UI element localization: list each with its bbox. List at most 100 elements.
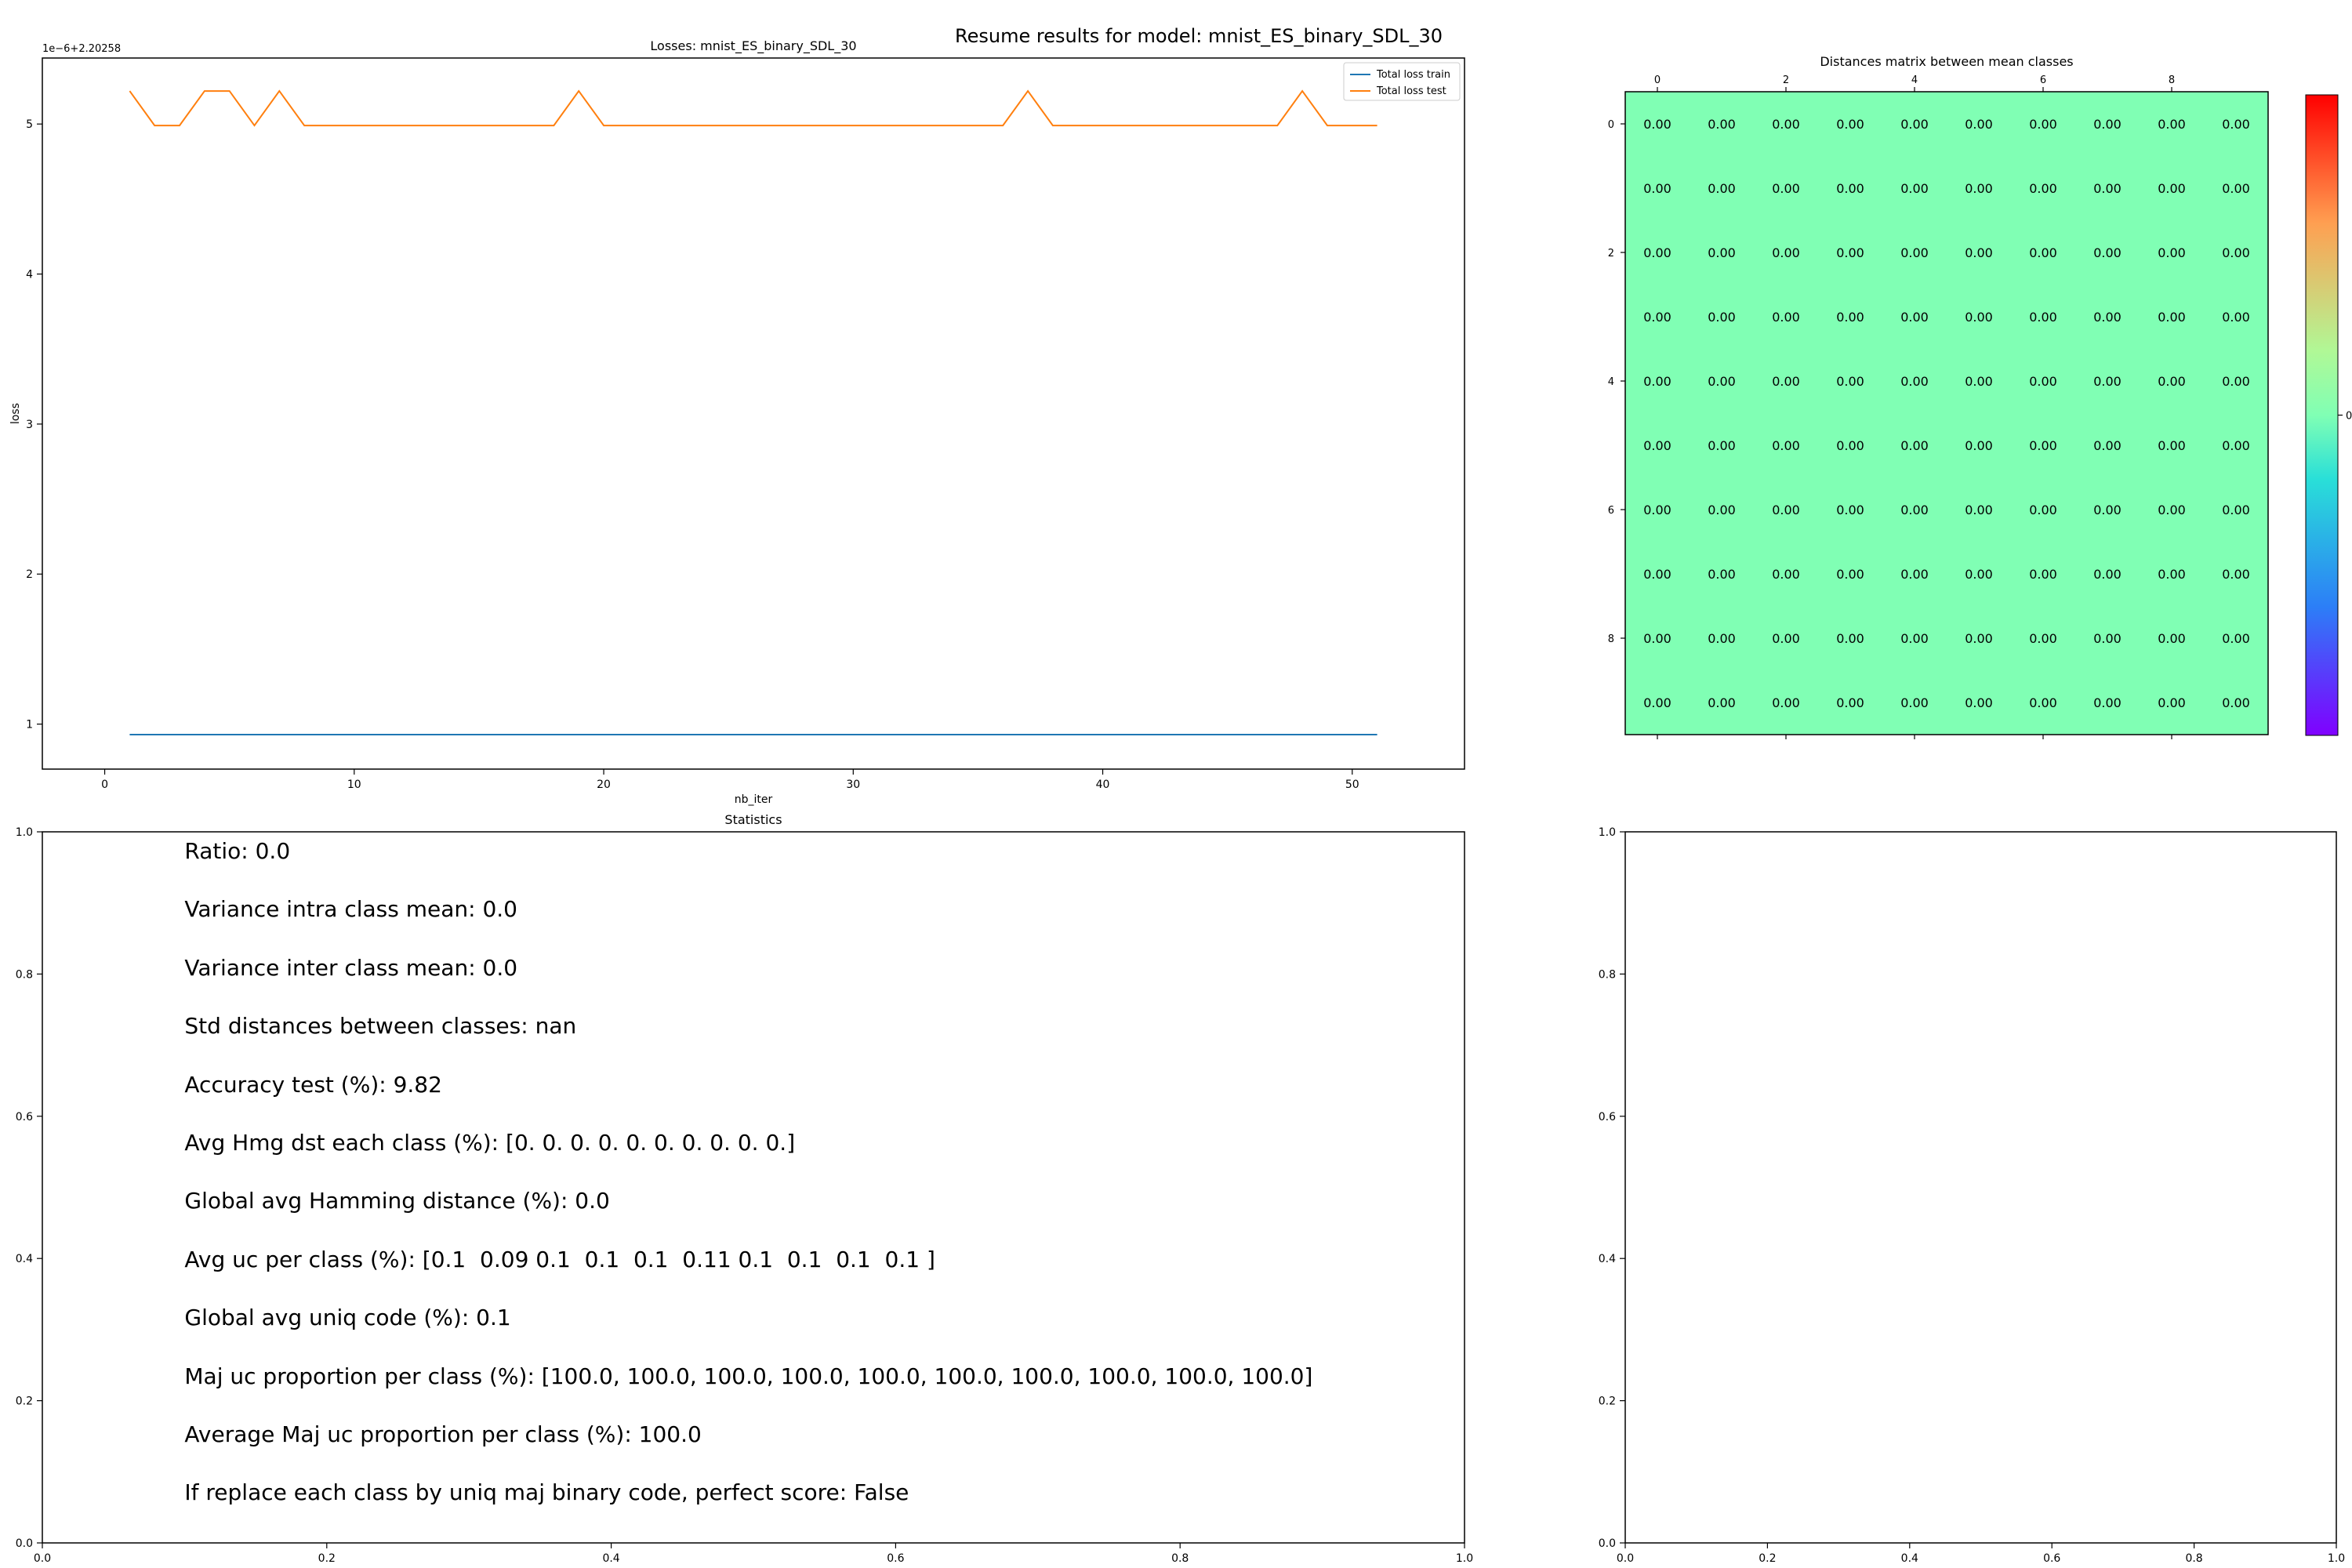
heatmap-cell-label: 0.00: [1836, 245, 1864, 260]
heatmap-cell-label: 0.00: [1708, 567, 1736, 582]
empty-x-tick-label: 0.0: [1617, 1552, 1634, 1565]
heatmap-cell: [2204, 606, 2268, 670]
heatmap-cell: [1754, 670, 1818, 735]
heatmap-cell-label: 0.00: [2093, 503, 2122, 517]
heatmap-cell: [1754, 413, 1818, 477]
heatmap-cell: [2011, 220, 2075, 285]
heatmap-cell: [1947, 220, 2011, 285]
loss-x-tick-label: 30: [846, 779, 860, 791]
stats-title: Statistics: [724, 812, 782, 827]
heatmap-cell-label: 0.00: [1643, 631, 1671, 646]
heatmap-cell-label: 0.00: [1643, 695, 1671, 710]
loss-y-tick-label: 2: [26, 568, 33, 581]
stats-y-tick-label: 1.0: [16, 826, 33, 839]
loss-y-tick-label: 3: [26, 419, 33, 431]
heatmap-cell: [2140, 413, 2204, 477]
heatmap-cell: [2204, 670, 2268, 735]
heatmap-cell: [2204, 285, 2268, 349]
heatmap-cell: [1882, 670, 1947, 735]
heatmap-cell: [2075, 220, 2140, 285]
heatmap-x-tick-label: 2: [1783, 74, 1789, 86]
heatmap-cell-label: 0.00: [2158, 631, 2186, 646]
heatmap-cell-label: 0.00: [2158, 567, 2186, 582]
heatmap-cell: [1690, 413, 1754, 477]
heatmap-cell-label: 0.00: [1643, 438, 1671, 453]
heatmap-cell-label: 0.00: [2029, 503, 2057, 517]
heatmap-cell-label: 0.00: [2029, 181, 2057, 196]
heatmap-cell-label: 0.00: [2158, 503, 2186, 517]
colorbar: [2305, 94, 2339, 736]
heatmap-cell-label: 0.00: [1900, 374, 1929, 389]
empty-y-tick-label: 0.6: [1599, 1111, 1616, 1123]
heatmap-cell-label: 0.00: [1900, 438, 1929, 453]
stats-y-tick-label: 0.4: [16, 1253, 33, 1265]
empty-x-tick-label: 0.6: [2043, 1552, 2060, 1565]
heatmap-cell: [1754, 285, 1818, 349]
heatmap-cell-label: 0.00: [1772, 117, 1800, 132]
heatmap-cell-label: 0.00: [1965, 567, 1993, 582]
heatmap-cell: [2204, 349, 2268, 413]
heatmap-cell: [2204, 477, 2268, 542]
colorbar-tick-label: 0: [2346, 411, 2352, 423]
heatmap-cell: [1625, 413, 1690, 477]
heatmap-cell: [1754, 542, 1818, 606]
heatmap-cell: [2075, 92, 2140, 156]
stat-line: Average Maj uc proportion per class (%):…: [184, 1421, 702, 1447]
heatmap-cell-label: 0.00: [2222, 438, 2250, 453]
heatmap-cell: [1625, 156, 1690, 220]
heatmap-cell-label: 0.00: [1708, 438, 1736, 453]
heatmap-cell: [1947, 285, 2011, 349]
empty-y-tick-label: 1.0: [1599, 826, 1616, 839]
heatmap-cell-label: 0.00: [2222, 503, 2250, 517]
stat-line: Maj uc proportion per class (%): [100.0,…: [184, 1363, 1313, 1389]
heatmap-x-tick-label: 4: [1911, 74, 1918, 86]
heatmap-cell-label: 0.00: [2029, 631, 2057, 646]
heatmap-cell: [1754, 349, 1818, 413]
heatmap-cell-label: 0.00: [2029, 695, 2057, 710]
heatmap-cell: [2075, 670, 2140, 735]
heatmap-cell-label: 0.00: [1965, 374, 1993, 389]
heatmap-y-tick-label: 6: [1608, 505, 1614, 517]
empty-x-tick-label: 0.2: [1759, 1552, 1776, 1565]
heatmap-cell-label: 0.00: [1708, 310, 1736, 325]
empty-x-tick-label: 1.0: [2328, 1552, 2345, 1565]
heatmap-cell-label: 0.00: [1643, 374, 1671, 389]
heatmap-cell-label: 0.00: [1708, 117, 1736, 132]
heatmap-cell: [1625, 477, 1690, 542]
empty-axes-frame: [1624, 831, 2337, 1544]
heatmap-cell: [1690, 220, 1754, 285]
heatmap-cell-label: 0.00: [2222, 374, 2250, 389]
heatmap-cell: [2140, 156, 2204, 220]
loss-legend-label-0: Total loss train: [1376, 69, 1450, 81]
heatmap-cell-label: 0.00: [1836, 567, 1864, 582]
loss-x-axis-label: nb_iter: [735, 793, 773, 806]
heatmap-cell: [1818, 413, 1882, 477]
heatmap-cell-label: 0.00: [2093, 695, 2122, 710]
empty-y-tick-label: 0.8: [1599, 968, 1616, 981]
heatmap-cell: [2011, 156, 2075, 220]
stat-line: Variance inter class mean: 0.0: [184, 954, 518, 981]
stats-y-tick-label: 0.2: [16, 1396, 33, 1408]
heatmap-cell: [1947, 349, 2011, 413]
heatmap-y-tick-label: 0: [1608, 119, 1614, 131]
heatmap-cell: [2011, 92, 2075, 156]
heatmap-cell-label: 0.00: [1965, 631, 1993, 646]
heatmap-x-tick-label: 8: [2169, 74, 2175, 86]
heatmap-cell: [1625, 349, 1690, 413]
heatmap-cell-label: 0.00: [2093, 374, 2122, 389]
loss-legend-label-1: Total loss test: [1376, 85, 1446, 97]
heatmap-cell-label: 0.00: [1772, 245, 1800, 260]
stats-y-tick-label: 0.0: [16, 1537, 33, 1550]
heatmap-cell-label: 0.00: [1772, 181, 1800, 196]
heatmap-frame: [1624, 91, 2269, 735]
figure-title: Resume results for model: mnist_ES_binar…: [955, 25, 1443, 47]
heatmap-cell-label: 0.00: [1708, 374, 1736, 389]
loss-x-tick-label: 10: [347, 779, 361, 791]
heatmap-cell: [1690, 349, 1754, 413]
heatmap-cell-label: 0.00: [1836, 117, 1864, 132]
stats-y-tick-label: 0.6: [16, 1111, 33, 1123]
heatmap-x-tick-label: 0: [1654, 74, 1661, 86]
heatmap-cell-label: 0.00: [2158, 117, 2186, 132]
heatmap-cell: [2011, 285, 2075, 349]
